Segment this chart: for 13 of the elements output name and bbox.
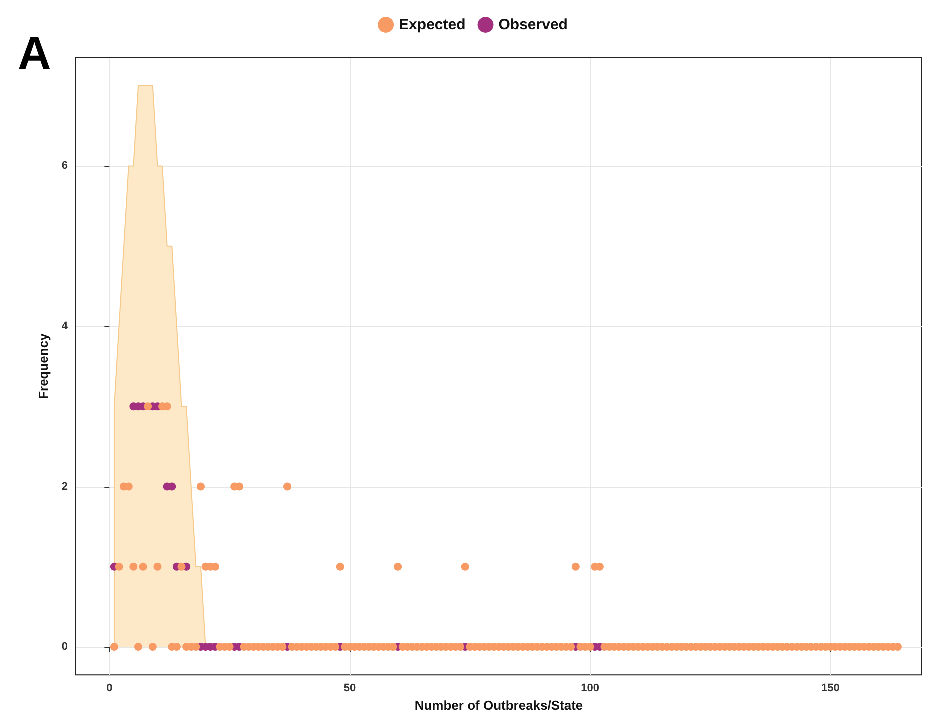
legend-label: Observed (498, 16, 568, 34)
x-axis-title: Number of Outbreaks/State (414, 698, 584, 713)
y-tick-label: 4 (62, 320, 69, 332)
text: A (18, 27, 52, 79)
y-axis-title: Frequency (36, 332, 51, 400)
x-tick-label: 0 (106, 682, 113, 695)
x-tick-label: 150 (821, 682, 840, 695)
y-tick-label: 0 (62, 641, 68, 654)
y-tick-label: 6 (62, 160, 68, 172)
x-tick-label: 50 (344, 682, 356, 695)
y-tick-label: 2 (62, 480, 68, 493)
legend-label: Expected (399, 16, 466, 34)
x-tick-label: 100 (581, 682, 600, 695)
